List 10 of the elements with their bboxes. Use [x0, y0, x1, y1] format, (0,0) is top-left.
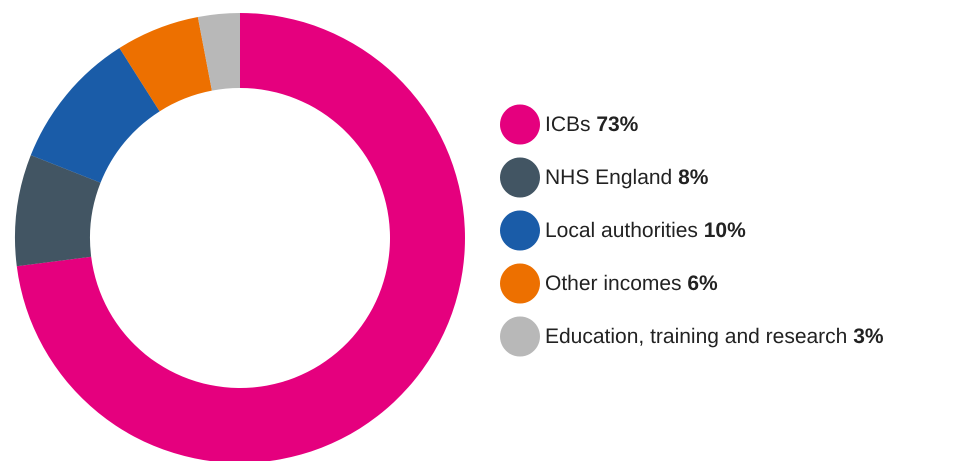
data-label: 3% — [853, 325, 884, 348]
legend-label: Education, training and research — [545, 325, 854, 348]
data-label: 10% — [704, 219, 746, 242]
data-label: 8% — [678, 166, 709, 189]
legend-label: ICBs — [545, 113, 596, 136]
data-label: 6% — [687, 272, 718, 295]
legend-label: Local authorities — [545, 219, 704, 242]
legend-label: Other incomes — [545, 272, 688, 295]
data-label: 73% — [596, 113, 639, 136]
legend-label: NHS England — [545, 166, 678, 189]
